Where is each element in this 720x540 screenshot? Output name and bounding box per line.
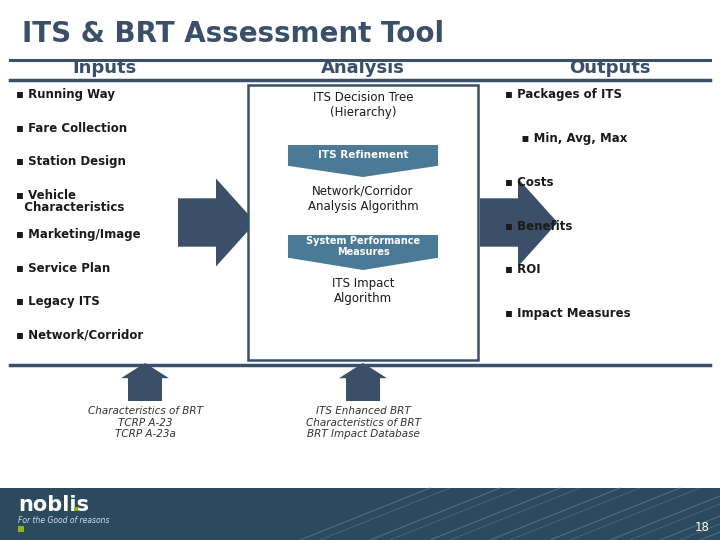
Text: ITS Decision Tree
(Hierarchy): ITS Decision Tree (Hierarchy) [312,91,413,119]
Text: ▪ Vehicle: ▪ Vehicle [16,188,76,201]
Text: 18: 18 [695,521,710,534]
Polygon shape [288,166,438,177]
Text: ▪ Marketing/Image: ▪ Marketing/Image [16,228,140,241]
Text: Characteristics of BRT
TCRP A-23
TCRP A-23a: Characteristics of BRT TCRP A-23 TCRP A-… [88,406,202,439]
Text: For the Good of reasons: For the Good of reasons [18,516,109,525]
Text: Network/Corridor
Analysis Algorithm: Network/Corridor Analysis Algorithm [307,185,418,213]
Text: ▪ Running Way: ▪ Running Way [16,88,115,101]
Text: ▪ Impact Measures: ▪ Impact Measures [505,307,631,320]
Text: ITS Enhanced BRT
Characteristics of BRT
BRT Impact Database: ITS Enhanced BRT Characteristics of BRT … [305,406,420,439]
Text: ▪ Legacy ITS: ▪ Legacy ITS [16,295,100,308]
Polygon shape [288,258,438,270]
Text: ITS Refinement: ITS Refinement [318,151,408,160]
Text: System Performance
Measures: System Performance Measures [306,235,420,257]
Polygon shape [0,488,720,540]
Polygon shape [480,179,557,267]
Polygon shape [288,145,438,166]
Text: ▪ ROI: ▪ ROI [505,264,541,276]
Polygon shape [346,378,380,401]
Text: ▪ Network/Corridor: ▪ Network/Corridor [16,329,143,342]
Text: ▪ Min, Avg, Max: ▪ Min, Avg, Max [505,132,627,145]
Text: ▪ Packages of ITS: ▪ Packages of ITS [505,88,622,101]
Text: .: . [72,495,80,515]
Polygon shape [18,526,24,532]
Text: ITS Impact
Algorithm: ITS Impact Algorithm [332,277,395,305]
Text: ▪ Costs: ▪ Costs [505,176,554,188]
Text: ▪ Station Design: ▪ Station Design [16,155,126,168]
Text: Inputs: Inputs [73,59,137,77]
Text: Analysis: Analysis [321,59,405,77]
FancyBboxPatch shape [248,85,478,360]
Text: ITS & BRT Assessment Tool: ITS & BRT Assessment Tool [22,20,444,48]
Text: ▪ Service Plan: ▪ Service Plan [16,262,110,275]
Polygon shape [288,235,438,258]
Polygon shape [128,378,162,401]
Text: Characteristics: Characteristics [16,200,125,214]
Text: ▪ Fare Collection: ▪ Fare Collection [16,122,127,134]
Polygon shape [121,363,169,378]
Polygon shape [178,179,256,267]
Text: ▪ Benefits: ▪ Benefits [505,220,572,233]
Text: noblis: noblis [18,495,89,515]
Polygon shape [339,363,387,378]
Text: Outputs: Outputs [570,59,651,77]
